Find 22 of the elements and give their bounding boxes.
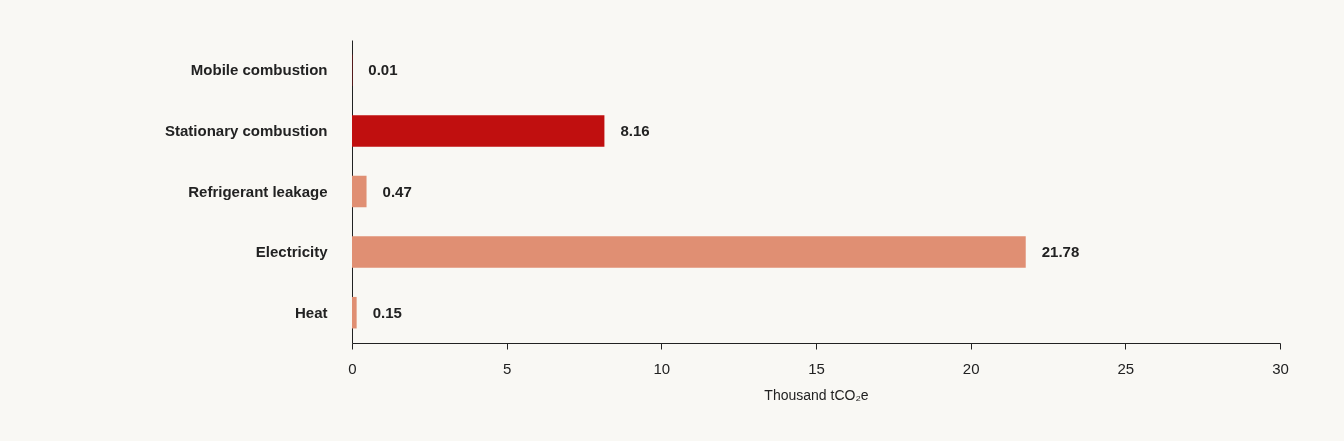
bar [352,236,1026,268]
y-tick-label: Refrigerant leakage [188,182,328,200]
bar [352,296,357,329]
x-tick-label: 15 [808,359,825,377]
y-tick-label: Mobile combustion [190,61,328,79]
data-label: 21.78 [1041,243,1080,261]
bar [352,115,605,147]
x-tick-label: 25 [1117,359,1135,377]
y-tick-label: Electricity [255,243,329,261]
x-tick-label: 5 [502,359,512,377]
data-label: 0.15 [372,303,402,321]
y-tick-label: Stationary combustion [164,121,328,139]
bar [352,175,367,208]
x-tick-label: 20 [962,359,980,377]
data-label: 0.01 [368,61,398,79]
x-tick-label: 0 [348,359,357,377]
x-tick-label: 10 [653,359,671,377]
y-tick-label: Heat [294,303,328,321]
data-label: 0.47 [382,182,412,200]
x-axis-title: Thousand tCO₂e [764,386,869,403]
data-label: 8.16 [620,121,650,139]
x-tick-label: 30 [1272,359,1289,377]
